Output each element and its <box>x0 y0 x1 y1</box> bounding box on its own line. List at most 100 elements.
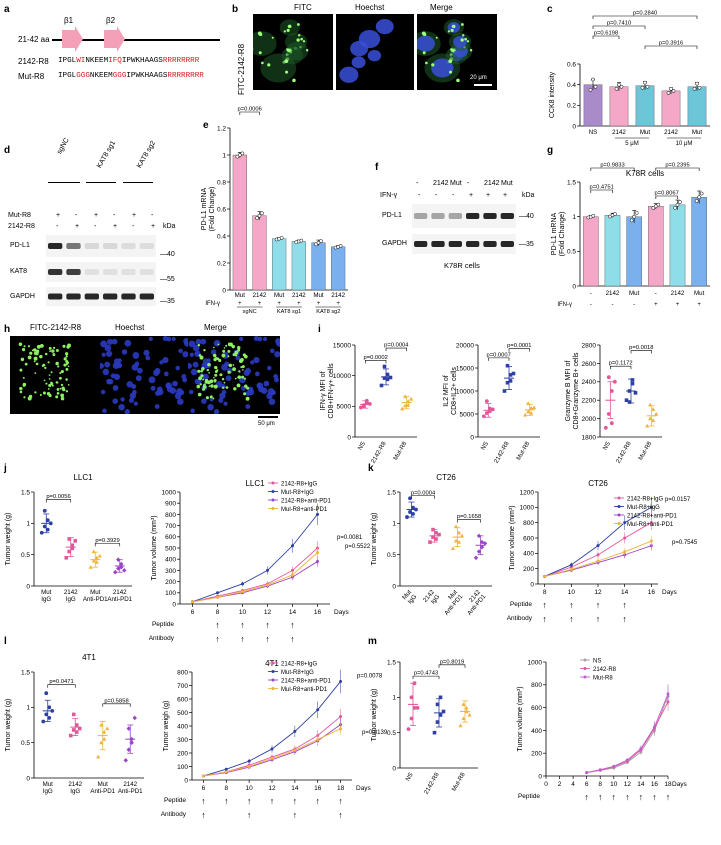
puncta <box>59 371 62 375</box>
x-category-label-line: Mut-R8 <box>451 771 467 793</box>
nucleus <box>137 367 143 374</box>
y-tick-label-line: 1.5 <box>387 659 396 666</box>
puncta <box>197 344 201 347</box>
data-point <box>645 423 650 428</box>
data-point <box>543 574 547 578</box>
data-point <box>464 705 469 710</box>
pvalue-bracket <box>365 360 387 364</box>
y-tick-label-line: 0 <box>392 583 396 590</box>
x-tick-label: 12 <box>624 781 632 788</box>
blot-band <box>48 293 63 300</box>
nucleus <box>253 336 259 342</box>
legend-label: Mut-R8+IgG <box>627 505 660 511</box>
legend-label: 2142-R8+IgG <box>627 496 664 502</box>
x-category-label-line: Mut <box>43 781 54 788</box>
nucleus <box>175 365 181 371</box>
puncta <box>47 387 50 390</box>
puncta <box>19 390 23 394</box>
antibody-arrow-line: ↑ <box>542 614 547 624</box>
puncta <box>59 387 62 390</box>
bar <box>661 90 681 127</box>
data-point <box>96 754 101 759</box>
puncta <box>219 373 223 377</box>
data-point <box>630 378 635 382</box>
chart-title: LLC1 <box>245 479 265 488</box>
data-point <box>113 569 118 575</box>
y-tick-label: 200 <box>165 579 176 586</box>
y-tick-label: 0.2 <box>567 103 576 110</box>
panel-label-g: g <box>547 145 554 156</box>
y-tick-label: 1.2 <box>217 125 226 132</box>
panel-label-m: m <box>368 636 377 647</box>
seq-2142-r8: IPGLWINKEEMIFQIPWKHAAGSRRRRRRRR <box>58 57 199 66</box>
row-mut-r8: Mut-R8 <box>8 212 31 219</box>
y-tick-label: 0 <box>538 773 542 780</box>
x-category-label-line: NS <box>589 129 598 136</box>
y-tick-label: 0.6 <box>217 206 226 213</box>
y-tick-label: 1000 <box>528 659 543 666</box>
micrograph-h-fitc <box>10 336 100 414</box>
peptide-arrow-line: ↑ <box>569 600 574 610</box>
peptide-arrow-line: ↑ <box>598 792 603 802</box>
puncta <box>67 343 71 348</box>
band-label-pdl1: PD-L1 <box>10 242 30 249</box>
data-point <box>119 561 124 567</box>
y-tick-label-line: 700 <box>177 683 188 690</box>
y-tick-label-line: 400 <box>531 728 542 735</box>
data-point <box>603 425 608 430</box>
data-point <box>437 532 441 537</box>
y-tick-label: 1 <box>26 705 30 712</box>
data-point <box>237 153 242 157</box>
treatment-label: 2142 <box>484 180 500 187</box>
peptide-arrow: ↑ <box>625 792 630 802</box>
nucleus <box>150 385 156 391</box>
legend-label-line: 2142-R8+anti-PD1 <box>281 498 332 504</box>
puncta <box>52 353 56 357</box>
puncta <box>435 36 438 39</box>
y-tick-label-line: 0 <box>538 773 542 780</box>
y-tick-label: 700 <box>177 683 188 690</box>
x-category-label: NS <box>404 772 414 783</box>
sign: - <box>612 302 614 308</box>
nucleus <box>213 409 220 414</box>
y-tick-label: 800 <box>177 669 188 676</box>
peptide-arrow: ↑ <box>612 792 617 802</box>
data-point <box>409 396 414 401</box>
puncta <box>297 23 300 26</box>
data-point <box>591 77 595 82</box>
x-tick-label: 10 <box>568 589 576 596</box>
puncta <box>302 40 306 43</box>
puncta <box>36 344 41 349</box>
chart-k2: 0 200 400 600 800 1000 1200 Tumor volume (mm³) C… <box>507 479 698 624</box>
puncta <box>243 377 246 380</box>
nucleus <box>250 360 255 365</box>
pvalue-line: p=0.0081 <box>337 535 363 541</box>
bar <box>626 216 642 287</box>
x-tick-label-line: 10 <box>239 609 247 616</box>
x-category-label: NS <box>480 441 490 452</box>
peptide-arrow-line: ↑ <box>625 792 630 802</box>
y-axis-label-line: IL2 MFI of <box>443 375 450 407</box>
nucleus <box>169 387 177 394</box>
antibody-arrow-line: ↑ <box>338 810 343 820</box>
sign-line: + <box>238 301 242 307</box>
x-category-label: NS <box>602 441 612 452</box>
puncta <box>19 368 23 372</box>
puncta <box>221 353 226 358</box>
data-point <box>291 573 294 577</box>
nucleus <box>162 356 169 364</box>
group-label: KAT8 sg1 <box>277 309 301 315</box>
y-tick-label: 400 <box>531 728 542 735</box>
y-tick-label: 1.5 <box>387 489 396 496</box>
data-point <box>42 508 47 513</box>
y-axis-label-line: Tumor weight (g) <box>5 699 12 752</box>
nucleus <box>101 352 106 357</box>
puncta <box>208 385 211 387</box>
peptide-arrow: ↑ <box>542 600 547 610</box>
pvalue-line: p=0.7545 <box>672 540 698 546</box>
nucleus <box>221 389 227 395</box>
treatment-label: Mut <box>501 180 513 187</box>
legend-label: 2142-R8+IgG <box>281 481 318 487</box>
